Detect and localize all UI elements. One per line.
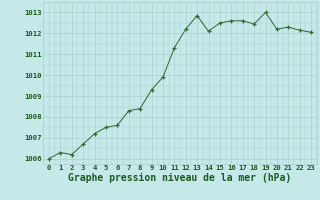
X-axis label: Graphe pression niveau de la mer (hPa): Graphe pression niveau de la mer (hPa)	[68, 173, 292, 183]
